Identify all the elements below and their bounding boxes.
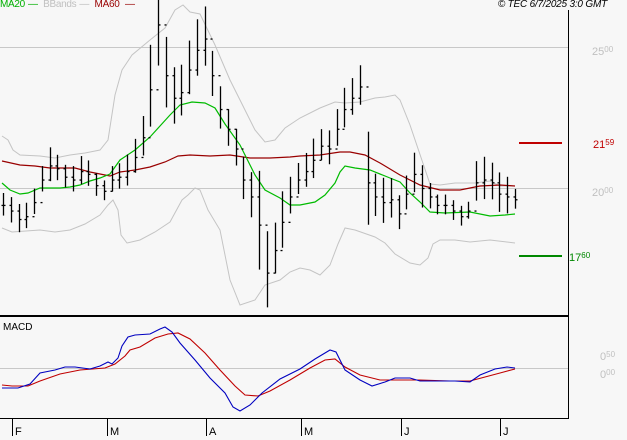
- x-label-mar: M: [110, 426, 120, 438]
- macd-signal-line: [1, 332, 516, 397]
- ohlc-bars: [1, 0, 518, 308]
- y-label-25: 2500: [592, 45, 614, 58]
- y-label-20: 2000: [592, 186, 614, 199]
- x-label-feb: F: [15, 426, 22, 438]
- price-gridlines: [0, 47, 568, 189]
- macd-line: [2, 326, 516, 412]
- x-label-jun: J: [404, 426, 410, 438]
- x-label-apr: A: [209, 426, 217, 438]
- bband-lower: [1, 187, 516, 306]
- macd-label-000: 000: [600, 368, 616, 381]
- y-label-support: 1760: [569, 251, 591, 264]
- ma20-line: [1, 101, 516, 217]
- copyright-timestamp: © TEC 6/7/2025 3:0 GMT: [497, 0, 607, 10]
- chart-legend: MA20— BBands — MA60 —: [0, 0, 138, 10]
- ma60-line: [1, 151, 516, 191]
- macd-label-050: 050: [600, 350, 616, 363]
- x-label-may: M: [304, 426, 314, 438]
- x-label-jul: J: [503, 426, 509, 438]
- macd-title: MACD: [3, 322, 33, 333]
- legend-ma20: MA20—: [0, 0, 38, 10]
- legend-bbands: BBands —: [43, 0, 90, 10]
- x-axis-ticks: [12, 419, 501, 436]
- legend-ma60: MA60 —: [94, 0, 135, 10]
- y-label-resistance: 2159: [593, 138, 615, 151]
- bollinger-bands: [1, 4, 516, 306]
- bband-upper: [1, 4, 515, 187]
